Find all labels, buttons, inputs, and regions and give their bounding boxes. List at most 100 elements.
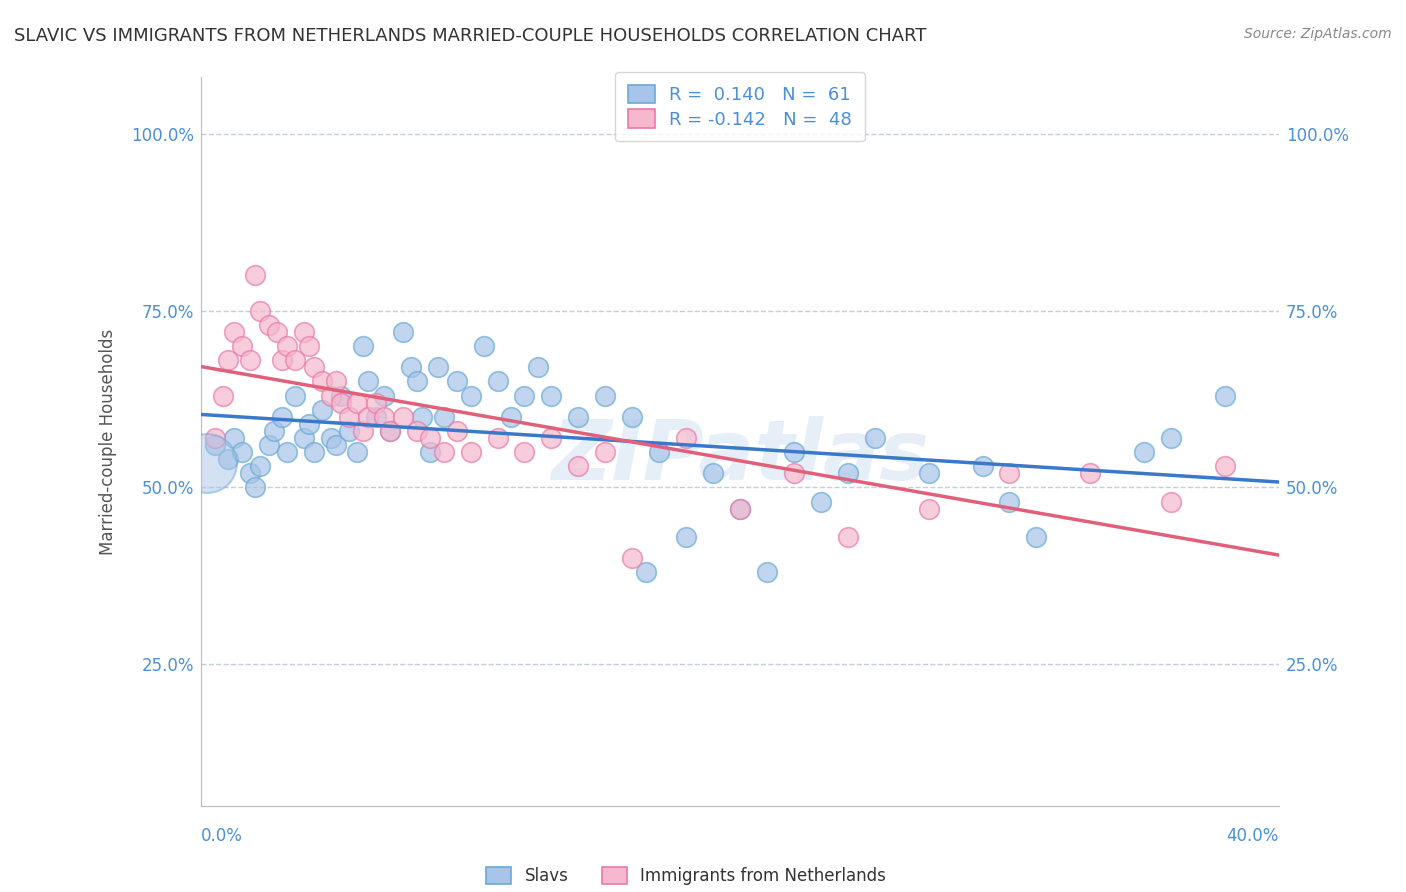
Point xyxy=(311,402,333,417)
Point xyxy=(222,325,245,339)
Point xyxy=(337,409,360,424)
Text: 40.0%: 40.0% xyxy=(1226,827,1279,846)
Point xyxy=(540,431,562,445)
Point xyxy=(204,438,226,452)
Point xyxy=(195,456,218,470)
Point xyxy=(1160,494,1182,508)
Point xyxy=(284,353,307,368)
Point xyxy=(325,438,347,452)
Point xyxy=(217,452,239,467)
Point xyxy=(1160,431,1182,445)
Point xyxy=(330,395,353,409)
Point xyxy=(567,409,589,424)
Point xyxy=(1133,445,1156,459)
Point xyxy=(419,445,441,459)
Point xyxy=(756,566,779,580)
Y-axis label: Married-couple Households: Married-couple Households xyxy=(100,328,117,555)
Point xyxy=(346,395,368,409)
Text: Source: ZipAtlas.com: Source: ZipAtlas.com xyxy=(1244,27,1392,41)
Point xyxy=(972,459,994,474)
Point xyxy=(319,388,342,402)
Point xyxy=(401,360,423,375)
Point xyxy=(728,501,751,516)
Point xyxy=(433,445,456,459)
Point xyxy=(837,467,859,481)
Text: SLAVIC VS IMMIGRANTS FROM NETHERLANDS MARRIED-COUPLE HOUSEHOLDS CORRELATION CHAR: SLAVIC VS IMMIGRANTS FROM NETHERLANDS MA… xyxy=(14,27,927,45)
Point xyxy=(271,409,294,424)
Point xyxy=(392,409,415,424)
Point xyxy=(378,424,401,438)
Point xyxy=(276,339,298,353)
Point xyxy=(292,431,315,445)
Legend: R =  0.140   N =  61, R = -0.142   N =  48: R = 0.140 N = 61, R = -0.142 N = 48 xyxy=(616,72,865,141)
Point xyxy=(239,467,262,481)
Point xyxy=(292,325,315,339)
Point xyxy=(486,375,509,389)
Point xyxy=(783,445,806,459)
Point xyxy=(304,445,326,459)
Point xyxy=(325,375,347,389)
Point xyxy=(378,424,401,438)
Point xyxy=(1078,467,1101,481)
Point xyxy=(634,566,657,580)
Point xyxy=(567,459,589,474)
Point xyxy=(917,501,939,516)
Point xyxy=(810,494,832,508)
Point xyxy=(675,431,697,445)
Point xyxy=(540,388,562,402)
Point xyxy=(486,431,509,445)
Point xyxy=(702,467,724,481)
Point xyxy=(243,481,266,495)
Point xyxy=(728,501,751,516)
Point xyxy=(675,530,697,544)
Point xyxy=(319,431,342,445)
Point xyxy=(357,375,380,389)
Point xyxy=(366,395,388,409)
Point xyxy=(595,445,617,459)
Point xyxy=(257,318,280,332)
Point xyxy=(863,431,886,445)
Point xyxy=(243,268,266,283)
Point xyxy=(222,431,245,445)
Point xyxy=(1213,459,1236,474)
Point xyxy=(783,467,806,481)
Point xyxy=(1025,530,1047,544)
Point xyxy=(392,325,415,339)
Point xyxy=(433,409,456,424)
Point xyxy=(405,375,427,389)
Point xyxy=(411,409,433,424)
Point xyxy=(304,360,326,375)
Point xyxy=(352,424,374,438)
Point xyxy=(621,551,644,566)
Point xyxy=(284,388,307,402)
Point xyxy=(998,494,1021,508)
Point xyxy=(460,445,482,459)
Text: ZIPatlas: ZIPatlas xyxy=(551,416,929,497)
Point xyxy=(257,438,280,452)
Point xyxy=(211,388,233,402)
Point xyxy=(330,388,353,402)
Point xyxy=(472,339,495,353)
Point xyxy=(239,353,262,368)
Point xyxy=(271,353,294,368)
Point xyxy=(446,375,468,389)
Point xyxy=(276,445,298,459)
Point xyxy=(499,409,522,424)
Point xyxy=(266,325,288,339)
Point xyxy=(298,339,321,353)
Point xyxy=(337,424,360,438)
Point xyxy=(357,409,380,424)
Point xyxy=(366,409,388,424)
Point xyxy=(513,388,536,402)
Point xyxy=(446,424,468,438)
Point xyxy=(595,388,617,402)
Point xyxy=(204,431,226,445)
Point xyxy=(311,375,333,389)
Text: 0.0%: 0.0% xyxy=(201,827,243,846)
Point xyxy=(405,424,427,438)
Point xyxy=(998,467,1021,481)
Point xyxy=(346,445,368,459)
Point xyxy=(648,445,671,459)
Point xyxy=(249,303,271,318)
Point xyxy=(217,353,239,368)
